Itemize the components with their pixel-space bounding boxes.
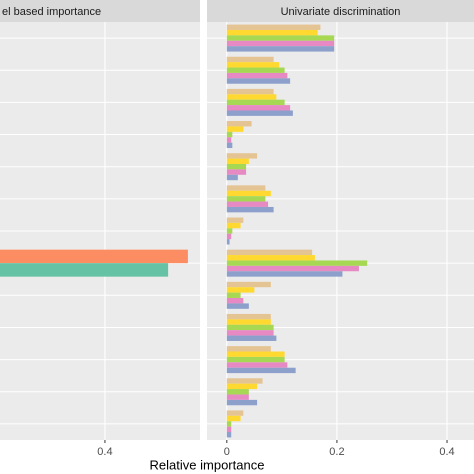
bar xyxy=(226,201,269,207)
bar xyxy=(226,228,233,234)
bar xyxy=(226,389,249,395)
bar xyxy=(226,383,258,390)
bar xyxy=(226,249,313,256)
bar xyxy=(226,158,249,164)
bar xyxy=(226,185,266,191)
bar xyxy=(226,335,277,341)
bar xyxy=(226,319,271,325)
bar xyxy=(226,362,288,368)
bar xyxy=(226,415,241,422)
bar xyxy=(226,88,274,95)
bar xyxy=(226,330,274,336)
bar xyxy=(226,110,293,116)
bar xyxy=(226,206,274,213)
bar xyxy=(226,239,230,245)
bar xyxy=(226,24,321,30)
facet-strip xyxy=(0,0,200,22)
bar xyxy=(226,265,359,272)
bar xyxy=(0,249,188,264)
bar xyxy=(226,394,249,400)
bar xyxy=(226,126,244,132)
x-tick-label: 0 xyxy=(224,446,230,458)
bar xyxy=(226,94,277,100)
panel xyxy=(207,22,474,440)
facet-title: el based importance xyxy=(2,6,101,18)
bar xyxy=(226,260,368,266)
bar xyxy=(226,40,335,47)
bar xyxy=(226,35,335,41)
bar xyxy=(226,105,291,111)
bar xyxy=(226,426,232,433)
bar xyxy=(226,99,285,106)
x-tick-label: 0.4 xyxy=(97,446,112,458)
bar xyxy=(226,281,271,288)
bar xyxy=(226,313,271,320)
bar xyxy=(226,56,274,63)
bar xyxy=(226,292,241,299)
x-tick-label: 0.2 xyxy=(329,446,344,458)
facet-title: Univariate discrimination xyxy=(281,6,401,18)
bar xyxy=(226,324,274,331)
bar xyxy=(226,153,258,159)
bar xyxy=(226,62,280,68)
bar xyxy=(0,263,169,277)
bar xyxy=(226,196,266,202)
bar xyxy=(226,67,285,73)
bar xyxy=(226,169,247,175)
bar xyxy=(226,303,249,309)
bar xyxy=(226,142,233,149)
bar xyxy=(226,72,288,79)
bar xyxy=(226,271,343,277)
bar xyxy=(226,346,271,352)
x-tick-label: 0.4 xyxy=(439,446,454,458)
bar xyxy=(226,351,285,357)
bar xyxy=(226,255,315,261)
bar xyxy=(226,378,263,384)
bar xyxy=(226,421,232,427)
bar xyxy=(226,190,271,197)
facet-strip xyxy=(207,0,474,22)
bar xyxy=(226,287,255,293)
bar xyxy=(226,432,232,438)
bar xyxy=(226,217,244,223)
bar xyxy=(226,356,285,363)
bar xyxy=(226,174,238,181)
bar xyxy=(226,137,232,143)
bar xyxy=(226,78,291,84)
bar xyxy=(226,131,233,138)
bar xyxy=(226,121,252,127)
bar xyxy=(226,298,244,304)
x-axis-label: Relative importance xyxy=(150,457,265,472)
bar xyxy=(226,29,318,36)
bar xyxy=(226,367,296,374)
bar xyxy=(226,163,247,170)
bar xyxy=(226,233,232,240)
panel xyxy=(0,22,200,440)
bar xyxy=(226,399,258,406)
bar xyxy=(226,46,335,52)
bar xyxy=(226,222,241,229)
bar xyxy=(226,410,244,416)
